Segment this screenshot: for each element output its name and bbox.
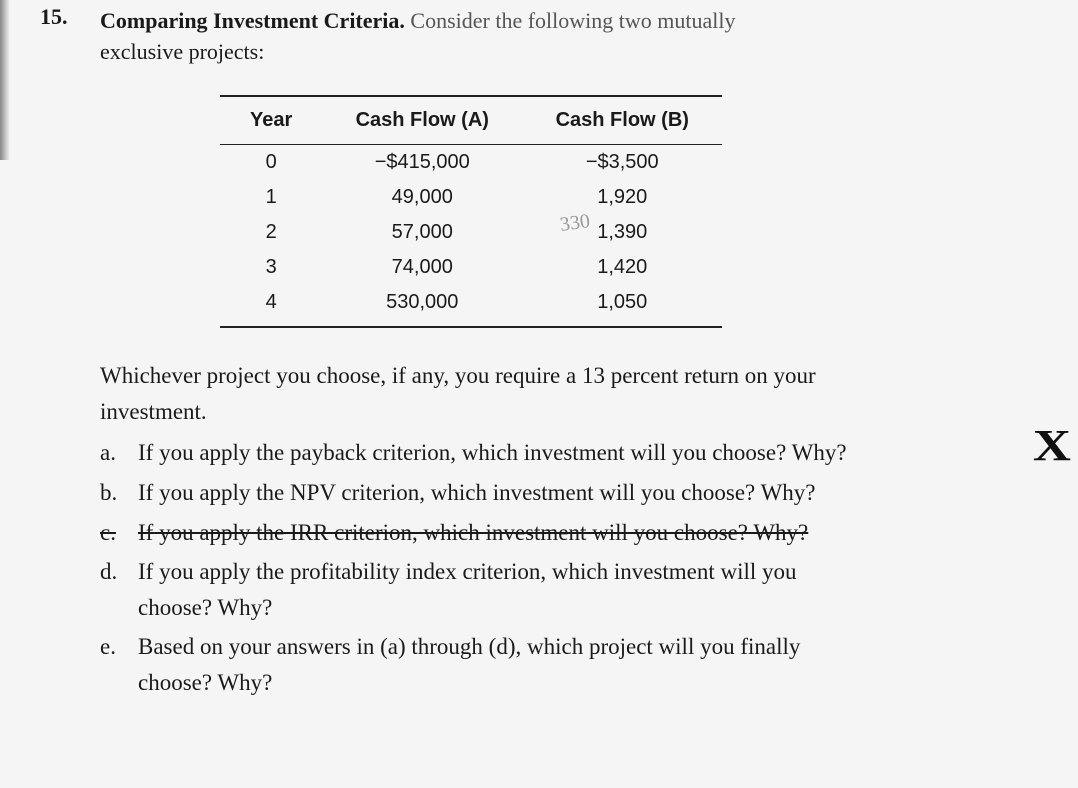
cell-a: 49,000 [322, 180, 522, 215]
question-item: c. If you apply the IRR criterion, which… [100, 515, 998, 551]
table-row: 2 57,000 1,390 [220, 215, 722, 250]
cell-a: 57,000 [322, 215, 522, 250]
problem-number: 15. [40, 4, 80, 30]
problem-header: 15. Comparing Investment Criteria. Consi… [40, 0, 1038, 37]
cell-b: 1,390 [522, 215, 722, 250]
cell-year: 0 [220, 145, 322, 181]
intro-line2: investment. [100, 394, 998, 430]
q-text-l1: Based on your answers in (a) through (d)… [138, 634, 800, 659]
problem-title: Comparing Investment Criteria. Consider … [100, 4, 736, 37]
cell-a: 74,000 [322, 250, 522, 285]
intro-line1: Whichever project you choose, if any, yo… [100, 358, 998, 394]
cell-year: 3 [220, 250, 322, 285]
cell-year: 1 [220, 180, 322, 215]
handwritten-note: 330 [559, 210, 592, 237]
question-list: a. If you apply the payback criterion, w… [100, 435, 998, 700]
table-header-row: Year Cash Flow (A) Cash Flow (B) [220, 96, 722, 145]
q-letter: c. [100, 515, 124, 551]
table-row: 0 −$415,000 −$3,500 [220, 145, 722, 181]
table-row: 1 49,000 1,920 [220, 180, 722, 215]
page-edge-shadow [0, 0, 10, 160]
cell-b: 1,920 [522, 180, 722, 215]
cell-year: 2 [220, 215, 322, 250]
col-header-year: Year [220, 96, 322, 145]
cell-b: −$3,500 [522, 145, 722, 181]
title-rest: Consider the following two mutually [410, 8, 735, 33]
cashflow-table: Year Cash Flow (A) Cash Flow (B) 0 −$415… [220, 95, 722, 328]
x-mark-icon: X [1033, 420, 1071, 471]
q-text-l2: choose? Why? [138, 670, 272, 695]
textbook-page: 15. Comparing Investment Criteria. Consi… [0, 0, 1078, 788]
problem-subline: exclusive projects: [100, 39, 1038, 65]
question-item: b. If you apply the NPV criterion, which… [100, 475, 998, 511]
col-header-a: Cash Flow (A) [322, 96, 522, 145]
q-text-l2: choose? Why? [138, 595, 272, 620]
title-bold: Comparing Investment Criteria. [100, 8, 405, 33]
q-text: If you apply the NPV criterion, which in… [138, 475, 816, 511]
table-row: 3 74,000 1,420 [220, 250, 722, 285]
q-text: If you apply the IRR criterion, which in… [138, 515, 808, 551]
cashflow-table-wrap: Year Cash Flow (A) Cash Flow (B) 0 −$415… [220, 95, 1038, 328]
question-item: d. If you apply the profitability index … [100, 554, 998, 625]
cell-b: 1,050 [522, 285, 722, 327]
table-row: 4 530,000 1,050 [220, 285, 722, 327]
question-item: e. Based on your answers in (a) through … [100, 629, 998, 700]
question-body: Whichever project you choose, if any, yo… [100, 358, 998, 701]
q-letter: d. [100, 554, 124, 625]
cell-a: 530,000 [322, 285, 522, 327]
question-item: a. If you apply the payback criterion, w… [100, 435, 998, 471]
cell-b: 1,420 [522, 250, 722, 285]
col-header-b: Cash Flow (B) [522, 96, 722, 145]
cell-year: 4 [220, 285, 322, 327]
q-letter: e. [100, 629, 124, 700]
q-text: If you apply the profitability index cri… [138, 554, 797, 625]
q-letter: b. [100, 475, 124, 511]
q-text: Based on your answers in (a) through (d)… [138, 629, 800, 700]
q-text: If you apply the payback criterion, whic… [138, 435, 847, 471]
cell-a: −$415,000 [322, 145, 522, 181]
q-text-l1: If you apply the profitability index cri… [138, 559, 797, 584]
q-letter: a. [100, 435, 124, 471]
